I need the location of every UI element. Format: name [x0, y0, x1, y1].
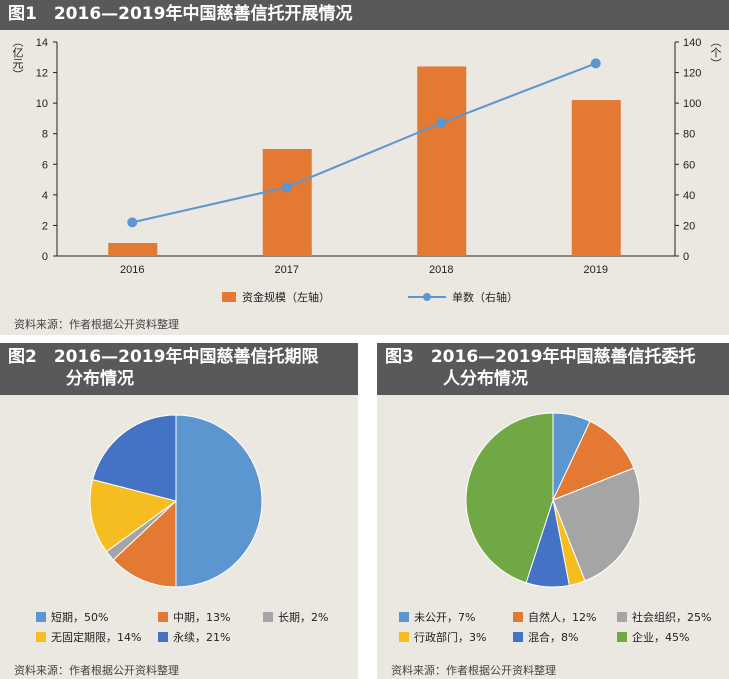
legend-swatch [617, 632, 627, 642]
legend-label: 未公开，7% [414, 611, 476, 624]
legend-label: 短期，50% [51, 611, 109, 624]
left-tick-label: 0 [42, 251, 48, 263]
left-tick-label: 6 [42, 159, 48, 171]
legend-label: 混合，8% [528, 631, 579, 644]
x-tick-label: 2018 [429, 264, 453, 276]
line-point-2016 [127, 217, 138, 228]
line-point-2018 [436, 118, 447, 129]
legend-swatch [399, 612, 409, 622]
left-tick-label: 8 [42, 129, 48, 141]
x-tick-label: 2016 [120, 264, 144, 276]
legend-label: 社会组织，25% [632, 611, 712, 624]
legend-label: 无固定期限，14% [51, 631, 142, 644]
right-tick-label: 20 [683, 220, 695, 232]
legend-line-label: 单数（右轴） [452, 290, 518, 304]
fig2-legend-item: 短期，50% [36, 609, 108, 625]
legend-swatch [158, 632, 168, 642]
fig3-title: 图3 2016—2019年中国慈善信托委托 人分布情况 [377, 343, 729, 395]
fig2-legend-item: 无固定期限，14% [36, 629, 141, 645]
line-point-2019 [590, 58, 601, 69]
line-series [132, 62, 597, 224]
bar-2018 [417, 66, 467, 256]
legend-swatch [617, 612, 627, 622]
legend-label: 永续，21% [173, 631, 231, 644]
right-tick-label: 100 [683, 98, 701, 110]
fig3-title-line1: 图3 2016—2019年中国慈善信托委托 [385, 347, 696, 367]
right-tick-label: 120 [683, 68, 701, 80]
right-tick-label: 60 [683, 159, 695, 171]
legend-bar-swatch [222, 292, 236, 302]
left-tick-label: 2 [42, 220, 48, 232]
legend-label: 行政部门，3% [414, 631, 487, 644]
right-tick-label: 80 [683, 129, 695, 141]
left-tick-label: 4 [42, 190, 48, 202]
fig2-slice-0 [175, 414, 263, 588]
bar-2017 [262, 149, 312, 256]
left-tick-label: 14 [36, 37, 48, 49]
right-tick-label: 40 [683, 190, 695, 202]
fig2-title-line2: 分布情况 [66, 369, 134, 389]
legend-line-marker [423, 293, 431, 301]
legend-swatch [263, 612, 273, 622]
left-tick-label: 12 [36, 68, 48, 80]
fig3-legend-item: 社会组织，25% [617, 609, 711, 625]
fig3-legend-item: 企业，45% [617, 629, 689, 645]
line-point-2017 [281, 182, 292, 193]
fig3-slice-5 [465, 412, 554, 584]
bar-2016 [108, 243, 158, 256]
left-tick-label: 10 [36, 98, 48, 110]
fig3-legend-item: 自然人，12% [513, 609, 596, 625]
legend-label: 企业，45% [632, 631, 690, 644]
fig3-slice-1 [552, 420, 635, 501]
fig2-slice-1 [112, 499, 177, 588]
legend-swatch [36, 632, 46, 642]
fig1-source: 资料来源：作者根据公开资料整理 [14, 318, 179, 331]
legend-swatch [513, 632, 523, 642]
right-axis-label: （个） [709, 36, 722, 69]
legend-label: 长期，2% [278, 611, 329, 624]
fig2-source: 资料来源：作者根据公开资料整理 [14, 664, 179, 677]
fig3-source: 资料来源：作者根据公开资料整理 [391, 664, 556, 677]
left-axis-label: （亿元） [11, 36, 24, 80]
fig2-slice-3 [89, 479, 178, 553]
right-tick-label: 140 [683, 37, 701, 49]
fig2-slice-4 [92, 414, 177, 502]
fig2-legend-item: 中期，13% [158, 609, 230, 625]
legend-swatch [36, 612, 46, 622]
legend-swatch [399, 632, 409, 642]
fig3-slice-2 [552, 467, 641, 582]
fig3-legend-item: 行政部门，3% [399, 629, 486, 645]
fig3-legend-item: 未公开，7% [399, 609, 475, 625]
fig2-legend-item: 永续，21% [158, 629, 230, 645]
fig2-title-line1: 图2 2016—2019年中国慈善信托期限 [8, 347, 319, 367]
fig3-legend-item: 混合，8% [513, 629, 578, 645]
fig2-title: 图2 2016—2019年中国慈善信托期限 分布情况 [0, 343, 358, 395]
legend-label: 自然人，12% [528, 611, 597, 624]
x-tick-label: 2019 [584, 264, 608, 276]
right-tick-label: 0 [683, 251, 689, 263]
bar-2019 [571, 100, 621, 256]
legend-swatch [513, 612, 523, 622]
fig1-title: 图1 2016—2019年中国慈善信托开展情况 [0, 0, 729, 30]
x-tick-label: 2017 [275, 264, 299, 276]
fig2-legend-item: 长期，2% [263, 609, 328, 625]
legend-label: 中期，13% [173, 611, 231, 624]
fig3-title-line2: 人分布情况 [443, 369, 528, 389]
legend-bar-label: 资金规模（左轴） [242, 290, 330, 304]
legend-swatch [158, 612, 168, 622]
